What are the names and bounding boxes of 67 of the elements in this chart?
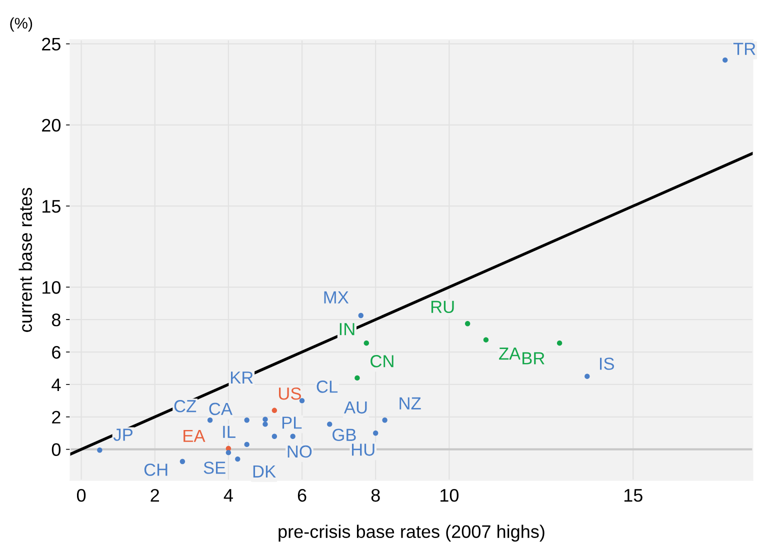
- annotation: CN: [370, 355, 394, 368]
- annotation: ZA: [499, 348, 521, 360]
- point: [584, 374, 590, 379]
- point: [207, 418, 213, 423]
- y-tick-label: 20: [42, 118, 61, 132]
- point: [373, 430, 378, 436]
- point: [722, 57, 728, 63]
- x-tick-label: 0: [76, 488, 86, 502]
- annotation: CH: [144, 464, 168, 476]
- y-axis-title: current base rates: [18, 188, 32, 332]
- point: [354, 375, 360, 381]
- annotation: US: [278, 387, 301, 400]
- annotation: DK: [253, 465, 276, 478]
- y-tick-label: 25: [42, 38, 60, 51]
- x-tick-label: 15: [624, 489, 642, 502]
- point: [272, 434, 278, 439]
- point: [364, 340, 370, 346]
- point: [262, 422, 268, 427]
- y-tick-label: 6: [52, 346, 60, 359]
- point: [262, 416, 268, 422]
- x-tick-label: 2: [150, 488, 159, 502]
- annotation: AU: [344, 401, 367, 414]
- annotation: CL: [316, 380, 338, 393]
- x-tick-label: 6: [298, 488, 306, 502]
- annotation: IN: [340, 323, 354, 336]
- annotation: SE: [204, 462, 226, 474]
- y-tick-label: 8: [52, 314, 60, 326]
- point: [464, 321, 470, 326]
- annotation: NO: [288, 445, 312, 458]
- point: [483, 337, 489, 342]
- annotation: RU: [431, 300, 454, 314]
- annotation: IL: [223, 426, 236, 438]
- annotation: NZ: [400, 397, 421, 410]
- annotation: TR: [733, 42, 756, 55]
- x-axis-title: pre-crisis base rates (2007 highs): [278, 524, 544, 542]
- point: [180, 458, 186, 464]
- annotation: CA: [209, 402, 232, 416]
- y-tick-label: 15: [42, 200, 60, 213]
- point: [358, 312, 364, 318]
- x-tick-label: 10: [440, 488, 459, 502]
- annotation: BR: [522, 352, 544, 364]
- point: [244, 442, 250, 448]
- annotation: KR: [230, 372, 253, 384]
- y-tick-label: 0: [52, 443, 61, 456]
- text: (%): [10, 17, 32, 32]
- point: [290, 434, 296, 439]
- point: [556, 340, 562, 346]
- point: [97, 448, 102, 453]
- annotation: CZ: [174, 400, 196, 412]
- annotation: JP: [113, 428, 133, 441]
- annotation: MX: [324, 291, 349, 304]
- x-tick-label: 4: [224, 489, 233, 502]
- point: [382, 418, 388, 423]
- y-tick-label: 2: [52, 410, 60, 424]
- annotation: EA: [184, 430, 206, 442]
- annotation: HU: [352, 444, 374, 456]
- point: [235, 456, 240, 462]
- annotation: IS: [600, 358, 614, 370]
- point: [244, 418, 250, 423]
- y-tick-label: 4: [52, 378, 61, 391]
- y-tick-label: 10: [42, 281, 61, 294]
- annotation: GB: [332, 428, 356, 442]
- x-tick-label: 8: [371, 488, 380, 502]
- point: [226, 450, 232, 456]
- point: [272, 408, 278, 413]
- annotation: PL: [282, 416, 302, 429]
- point: [327, 422, 332, 427]
